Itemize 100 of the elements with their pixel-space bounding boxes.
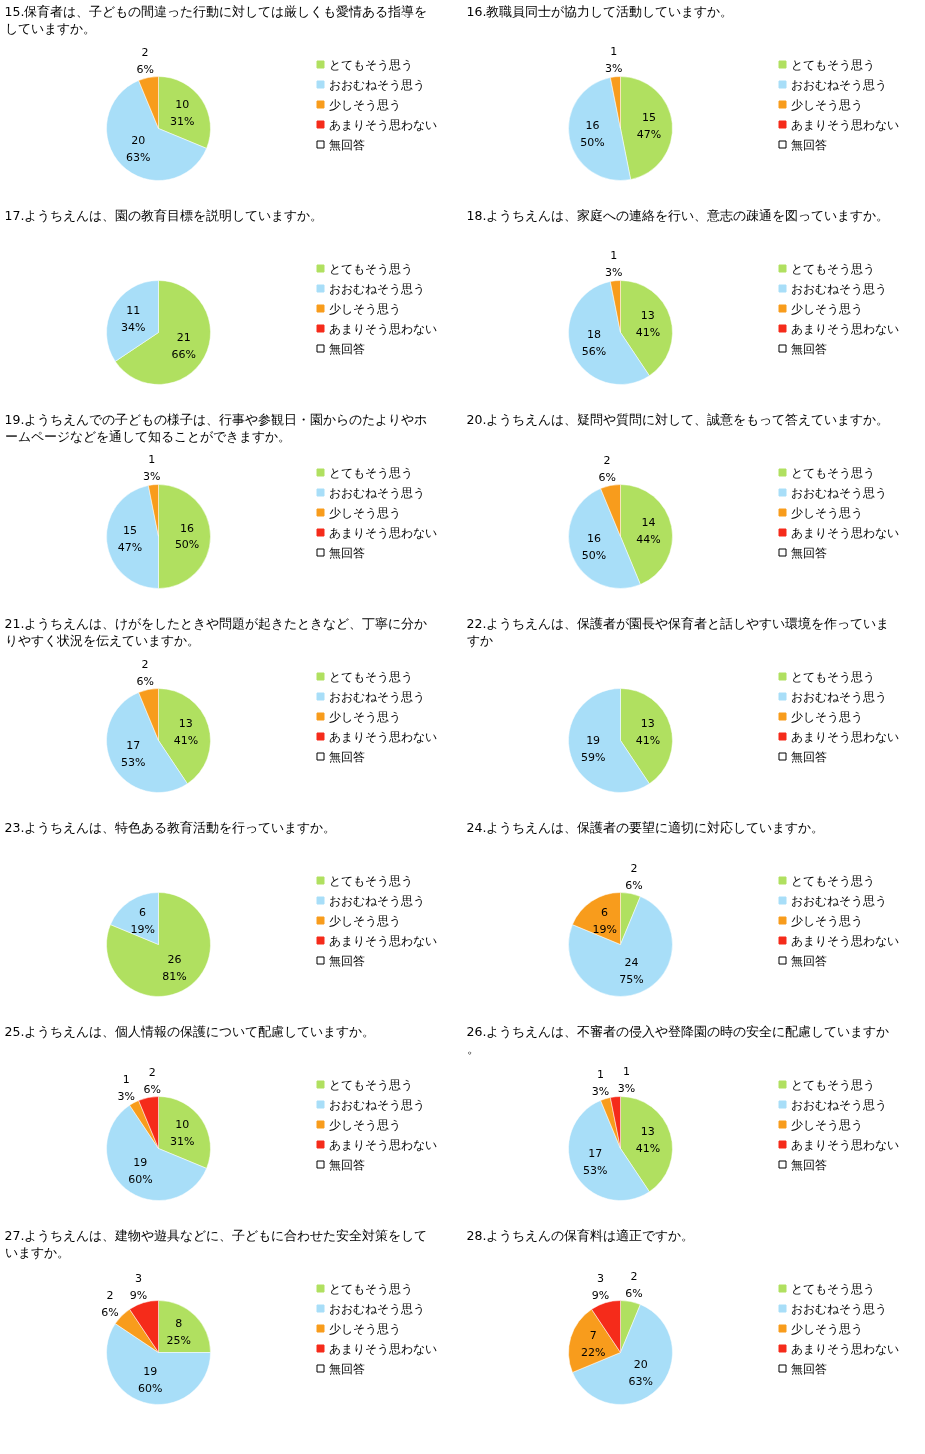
legend-label: あまりそう思わない <box>790 1137 899 1152</box>
data-label: 24 75% <box>619 955 644 986</box>
data-label: 10 31% <box>170 1117 195 1148</box>
legend-label: とてもそう思う <box>328 873 413 888</box>
legend-label: 少しそう思う <box>790 913 863 928</box>
chart-title: 16.教職員同士が協力して活動していますか。 <box>466 3 734 19</box>
legend-label: とてもそう思う <box>328 669 413 684</box>
data-label: 15 47% <box>636 110 662 141</box>
legend-label: とてもそう思う <box>790 465 875 480</box>
data-label: 6 19% <box>592 905 617 936</box>
legend-label: 無回答 <box>328 1157 365 1172</box>
data-label: 16 50% <box>580 119 605 150</box>
legend-label: おおむねそう思う <box>790 485 887 500</box>
legend-label: とてもそう思う <box>790 261 875 276</box>
data-label: 2 6% <box>136 658 154 689</box>
legend-label: あまりそう思わない <box>328 933 437 948</box>
data-label: 16 50% <box>581 532 607 563</box>
legend-label: おおむねそう思う <box>790 1301 887 1316</box>
legend-label: とてもそう思う <box>790 873 875 888</box>
legend-label: おおむねそう思う <box>790 689 887 704</box>
legend-label: おおむねそう思う <box>790 893 887 908</box>
legend-label: 少しそう思う <box>790 505 863 520</box>
chart-title: 21.ようちえんは、けがをしたときや問題が起きたときなど、丁寧に分かりやすく状況を伝えていますか。 <box>4 615 428 648</box>
data-label: 10 31% <box>170 97 195 128</box>
legend-label: 無回答 <box>790 1361 827 1376</box>
chart-title: 28.ようちえんの保育料は適正ですか。 <box>466 1227 695 1243</box>
legend-label: 無回答 <box>790 341 827 356</box>
legend-label: とてもそう思う <box>790 1281 875 1296</box>
data-label: 20 63% <box>126 133 151 164</box>
data-label: 26 81% <box>162 953 187 984</box>
data-label: 2 6% <box>143 1066 161 1097</box>
legend-label: あまりそう思わない <box>790 729 899 744</box>
data-label: 2 6% <box>625 1270 643 1301</box>
data-label: 11 34% <box>121 304 146 334</box>
data-label: 18 56% <box>581 328 607 359</box>
legend-label: 少しそう思う <box>790 1321 863 1336</box>
legend-label: とてもそう思う <box>328 1077 413 1092</box>
data-label: 21 66% <box>171 331 196 361</box>
legend-label: とてもそう思う <box>790 1077 875 1092</box>
chart-title: 27.ようちえんは、建物や遊具などに、子どもに合わせた安全対策をしていますか。 <box>4 1227 428 1260</box>
legend-label: 無回答 <box>328 749 365 764</box>
legend-label: 少しそう思う <box>790 709 863 724</box>
legend-label: おおむねそう思う <box>790 281 887 296</box>
legend-label: あまりそう思わない <box>328 525 437 540</box>
legend-label: 無回答 <box>790 953 827 968</box>
data-label: 6 19% <box>130 905 155 936</box>
data-label: 1 3% <box>591 1067 610 1098</box>
legend-label: あまりそう思わない <box>328 1341 437 1356</box>
data-label: 16 50% <box>174 521 200 552</box>
data-label: 13 41% <box>173 717 199 748</box>
legend-label: おおむねそう思う <box>328 1301 425 1316</box>
data-label: 1 3% <box>605 45 623 76</box>
data-label: 19 59% <box>580 733 606 764</box>
legend-label: あまりそう思わない <box>328 1137 437 1152</box>
data-label: 20 63% <box>628 1357 653 1388</box>
legend-label: おおむねそう思う <box>328 485 425 500</box>
legend-label: とてもそう思う <box>790 669 875 684</box>
legend-label: あまりそう思わない <box>328 729 437 744</box>
legend-label: 無回答 <box>328 341 365 356</box>
data-label: 19 60% <box>128 1155 153 1186</box>
chart-title: 20.ようちえんは、疑問や質問に対して、誠意をもって答えていますか。 <box>466 411 890 427</box>
data-label: 13 41% <box>635 1125 661 1156</box>
chart-title: 25.ようちえんは、個人情報の保護について配慮していますか。 <box>4 1023 376 1039</box>
legend-label: あまりそう思わない <box>790 933 899 948</box>
data-label: 1 3% <box>143 453 161 484</box>
chart-title: 19.ようちえんでの子どもの様子は、行事や参観日・園からのたよりやホームページなどを通して知ることができますか。 <box>4 411 428 444</box>
legend-label: おおむねそう思う <box>790 77 887 92</box>
data-label: 1 3% <box>605 249 623 280</box>
data-label: 2 6% <box>598 454 616 485</box>
data-label: 17 53% <box>121 739 146 769</box>
legend-label: おおむねそう思う <box>328 77 425 92</box>
legend-label: とてもそう思う <box>328 465 413 480</box>
legend-label: 無回答 <box>328 953 365 968</box>
legend-label: とてもそう思う <box>790 57 875 72</box>
legend-label: 無回答 <box>790 749 827 764</box>
legend-label: あまりそう思わない <box>790 1341 899 1356</box>
legend-label: 少しそう思う <box>790 301 863 316</box>
data-label: 13 41% <box>635 309 661 340</box>
legend-label: 少しそう思う <box>328 1117 401 1132</box>
data-label: 14 44% <box>636 515 661 546</box>
legend-label: 少しそう思う <box>328 97 401 112</box>
legend-label: おおむねそう思う <box>328 1097 425 1112</box>
chart-title: 15.保育者は、子どもの間違った行動に対しては厳しくも愛情ある指導をしていますか。 <box>4 3 428 36</box>
legend-label: 無回答 <box>328 545 365 560</box>
legend-label: 無回答 <box>790 1157 827 1172</box>
chart-title: 18.ようちえんは、家庭への連絡を行い、意志の疎通を図っていますか。 <box>466 207 890 223</box>
legend-label: あまりそう思わない <box>790 117 899 132</box>
data-label: 7 22% <box>580 1329 606 1360</box>
data-label: 2 6% <box>101 1289 119 1319</box>
legend-label: おおむねそう思う <box>328 689 425 704</box>
chart-title: 26.ようちえんは、不審者の侵入や登降園の時の安全に配慮していますか。 <box>466 1023 890 1056</box>
legend-label: 少しそう思う <box>790 97 863 112</box>
legend-label: とてもそう思う <box>328 261 413 276</box>
data-label: 15 47% <box>117 524 143 555</box>
data-label: 2 6% <box>625 862 643 893</box>
legend-label: 無回答 <box>328 1361 365 1376</box>
legend-label: とてもそう思う <box>328 57 413 72</box>
chart-title: 24.ようちえんは、保護者の要望に適切に対応していますか。 <box>466 819 825 835</box>
legend-label: 少しそう思う <box>328 1321 401 1336</box>
legend-label: おおむねそう思う <box>328 281 425 296</box>
